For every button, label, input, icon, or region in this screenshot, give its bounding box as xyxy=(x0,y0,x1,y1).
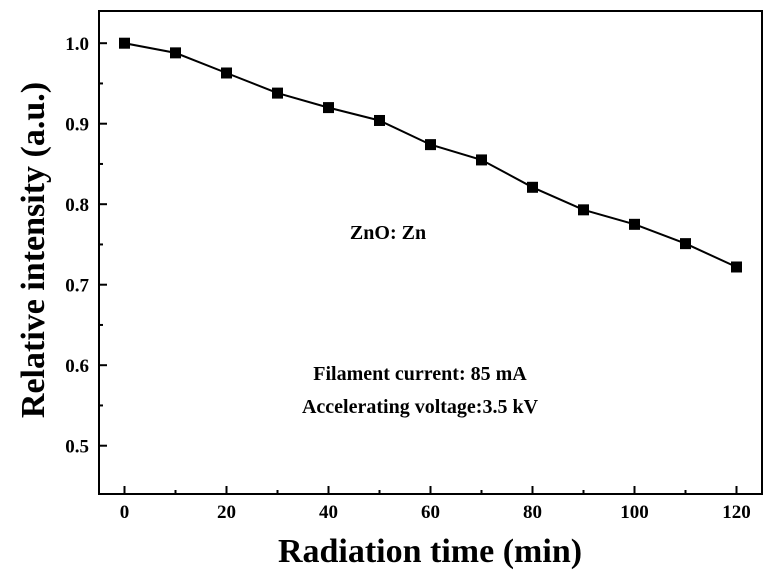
x-axis-title: Radiation time (min) xyxy=(278,533,582,570)
data-point xyxy=(731,261,742,273)
y-tick-label: 0.6 xyxy=(65,356,89,377)
data-markers xyxy=(119,37,742,273)
data-point xyxy=(221,67,232,79)
x-tick-label: 40 xyxy=(319,502,338,523)
data-point xyxy=(323,102,334,114)
data-point xyxy=(170,47,181,59)
y-tick-label: 0.5 xyxy=(65,437,89,458)
annotation-sample: ZnO: Zn xyxy=(350,222,426,244)
data-point xyxy=(374,114,385,126)
tick-labels: 0 20 40 60 80 100 120 0.5 0.6 0.7 0.8 0.9 1.0 xyxy=(65,34,751,523)
y-axis-title: Relative intensity (a.u.) xyxy=(15,82,52,418)
data-point xyxy=(680,238,691,250)
data-point xyxy=(476,154,487,166)
annotation-filament: Filament current: 85 mA xyxy=(313,363,527,385)
x-tick-label: 20 xyxy=(217,502,236,523)
y-tick-label: 0.9 xyxy=(65,115,89,136)
data-point xyxy=(578,204,589,216)
axis-ticks xyxy=(99,42,738,494)
data-point xyxy=(629,218,640,230)
annotation-voltage: Accelerating voltage:3.5 kV xyxy=(302,396,539,418)
data-point xyxy=(119,37,130,49)
y-tick-label: 0.8 xyxy=(65,195,89,216)
y-tick-label: 1.0 xyxy=(65,34,89,55)
x-tick-label: 80 xyxy=(523,502,542,523)
x-tick-label: 0 xyxy=(120,502,130,523)
x-tick-label: 100 xyxy=(620,502,649,523)
x-tick-label: 60 xyxy=(421,502,440,523)
x-tick-label: 120 xyxy=(722,502,751,523)
data-point xyxy=(527,181,538,193)
data-point xyxy=(425,139,436,151)
series-line xyxy=(124,42,737,268)
plot-frame xyxy=(98,10,763,495)
y-tick-label: 0.7 xyxy=(65,276,89,297)
data-point xyxy=(272,87,283,99)
